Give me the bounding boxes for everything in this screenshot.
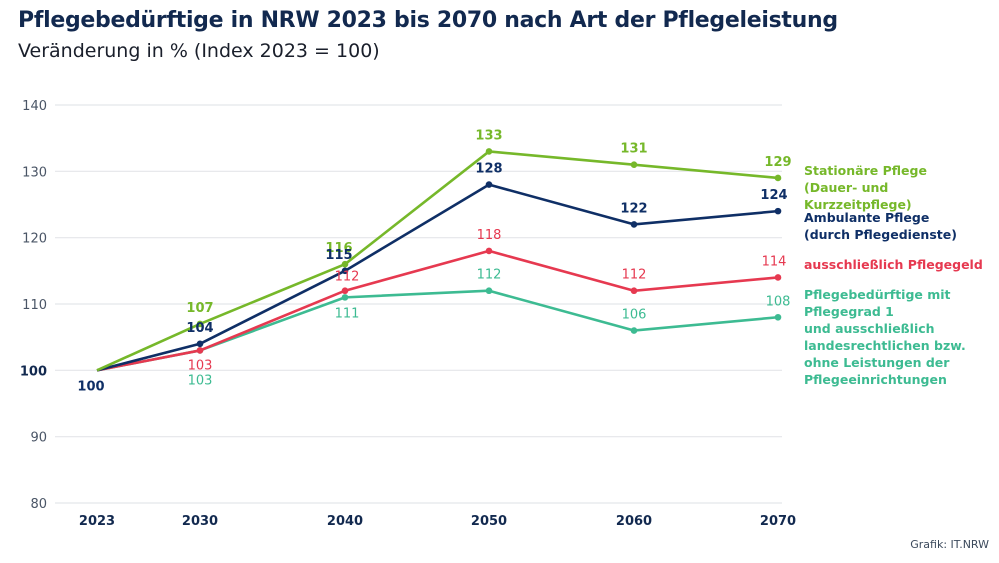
y-tick-label-80: 80 <box>30 497 47 512</box>
y-tick-label-100: 100 <box>20 364 47 379</box>
data-label-pflegegrad-1-2060: 106 <box>622 308 647 323</box>
legend-item-stationaere-pflege: Stationäre Pflege (Dauer- und Kurzzeitpf… <box>804 163 927 212</box>
data-point-pflegegeld-2040 <box>341 287 349 295</box>
x-tick-label-2030: 2030 <box>182 514 218 529</box>
data-point-pflegegrad-1-2070 <box>774 313 782 321</box>
data-label-pflegegeld-2030: 103 <box>188 358 213 373</box>
data-point-ambulante-pflege-2030 <box>196 340 204 348</box>
data-label-pflegegrad-1-2050: 112 <box>477 268 502 283</box>
y-tick-label-90: 90 <box>30 431 47 446</box>
data-point-stationaere-pflege-2040 <box>341 260 349 268</box>
data-label-pflegegeld-2060: 112 <box>622 268 647 283</box>
x-tick-label-2070: 2070 <box>760 514 796 529</box>
y-tick-label-140: 140 <box>22 99 47 114</box>
data-label-ambulante-pflege-2050: 128 <box>475 162 502 177</box>
data-label-stationaere-pflege-2060: 131 <box>620 142 647 157</box>
data-point-pflegegeld-2030 <box>196 347 204 354</box>
series-line-pflegegeld <box>96 249 779 372</box>
data-label-ambulante-pflege-2040: 115 <box>325 248 352 263</box>
data-point-stationaere-pflege-2030 <box>196 320 204 328</box>
series-lines <box>96 148 782 372</box>
data-point-stationaere-pflege-2070 <box>774 174 782 182</box>
legend-item-pflegegrad-1: Pflegebedürftige mit Pflegegrad 1 und au… <box>804 287 966 387</box>
x-tick-label-2050: 2050 <box>471 514 507 529</box>
legend-item-ambulante-pflege: Ambulante Pflege (durch Pflegedienste) <box>804 210 957 242</box>
x-tick-label-2040: 2040 <box>327 514 363 529</box>
data-point-ambulante-pflege-2040 <box>341 267 349 275</box>
data-point-ambulante-pflege-2060 <box>630 221 638 228</box>
gridlines <box>55 104 782 504</box>
x-axis: 2023 2030 2040 2050 2060 2070 <box>79 514 796 529</box>
data-label-stationaere-pflege-2050: 133 <box>475 128 502 143</box>
data-label-ambulante-pflege-2030: 104 <box>186 321 213 336</box>
y-tick-label-130: 130 <box>22 165 47 180</box>
data-point-pflegegeld-2070 <box>774 274 782 281</box>
series-line-stationaere-pflege <box>96 150 779 372</box>
data-label-pflegegeld-2050: 118 <box>477 228 502 243</box>
data-label-pflegegrad-1-2030: 103 <box>188 373 213 388</box>
data-label-pflegegeld-2070: 114 <box>762 254 787 269</box>
data-label-stationaere-pflege-2030: 107 <box>186 301 213 316</box>
data-label-ambulante-pflege-2023: 100 <box>77 379 104 394</box>
x-tick-label-2023: 2023 <box>79 514 115 529</box>
data-point-pflegegeld-2050 <box>485 247 493 255</box>
data-label-ambulante-pflege-2060: 122 <box>620 201 647 216</box>
y-axis: 80 90 100 110 120 130 140 <box>20 99 47 512</box>
legend-item-pflegegeld: ausschließlich Pflegegeld <box>804 257 983 272</box>
data-point-pflegegrad-1-2050 <box>485 287 493 295</box>
y-tick-label-110: 110 <box>22 298 47 313</box>
chart-title: Pflegebedürftige in NRW 2023 bis 2070 na… <box>18 8 838 33</box>
data-point-pflegegrad-1-2040 <box>341 294 349 301</box>
source-credit: Grafik: IT.NRW <box>910 538 989 551</box>
data-labels: 107 116 133 131 129 100 104 115 128 122 124 103 112 1… <box>77 128 791 394</box>
data-point-ambulante-pflege-2070 <box>774 207 782 215</box>
data-label-pflegegeld-2040: 112 <box>335 270 360 285</box>
x-tick-label-2060: 2060 <box>616 514 652 529</box>
data-label-stationaere-pflege-2040: 116 <box>325 241 352 256</box>
data-label-pflegegrad-1-2070: 108 <box>766 294 791 309</box>
data-point-stationaere-pflege-2050 <box>485 148 493 155</box>
series-line-ambulante-pflege <box>96 183 779 372</box>
data-point-stationaere-pflege-2060 <box>630 161 638 168</box>
data-point-ambulante-pflege-2050 <box>485 181 493 188</box>
data-label-pflegegrad-1-2040: 111 <box>335 306 360 321</box>
data-label-ambulante-pflege-2070: 124 <box>760 188 787 203</box>
data-point-pflegegeld-2060 <box>630 287 638 295</box>
data-point-pflegegrad-1-2060 <box>630 327 638 334</box>
y-tick-label-120: 120 <box>22 232 47 247</box>
data-label-stationaere-pflege-2070: 129 <box>764 155 791 170</box>
chart-subtitle: Veränderung in % (Index 2023 = 100) <box>18 40 380 62</box>
